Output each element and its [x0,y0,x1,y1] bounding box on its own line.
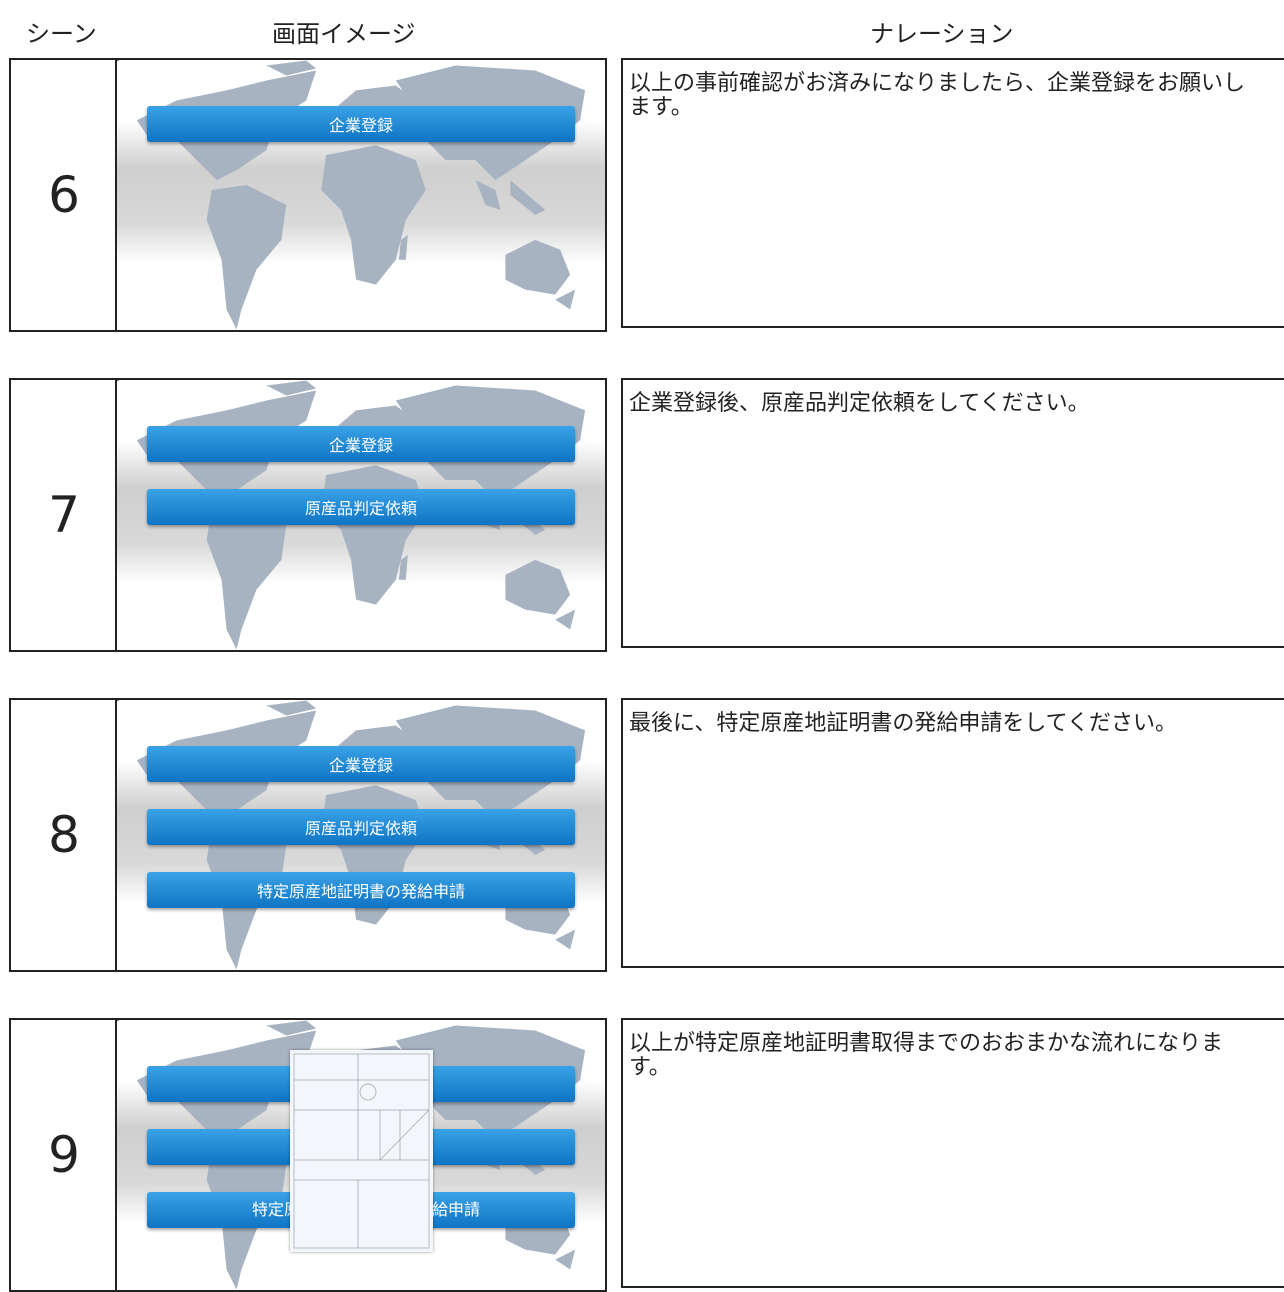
document-lines [293,1053,430,1249]
screen-image: 企業登録 [115,58,607,332]
menu-button: 原産品判定依頼 [147,489,575,525]
narration-text: 以上の事前確認がお済みになりましたら、企業登録をお願いします。 [621,58,1284,328]
screen-image: 特定原 給申請 [115,1018,607,1292]
menu-button: 原産品判定依頼 [147,809,575,845]
world-map [117,60,605,330]
menu-button: 特定原産地証明書の発給申請 [147,872,575,908]
scene-number: 9 [9,1018,119,1292]
header-image: 画面イメージ [272,20,416,48]
scene-number: 6 [9,58,119,332]
header-narration: ナレーション [870,20,1014,48]
narration-text: 以上が特定原産地証明書取得までのおおまかな流れになります。 [621,1018,1284,1288]
screen-image: 企業登録原産品判定依頼 [115,378,607,652]
menu-button: 企業登録 [147,746,575,782]
scene-number: 7 [9,378,119,652]
scene-number: 8 [9,698,119,972]
narration-text: 最後に、特定原産地証明書の発給申請をしてください。 [621,698,1284,968]
narration-text: 企業登録後、原産品判定依頼をしてください。 [621,378,1284,648]
menu-button: 企業登録 [147,426,575,462]
button-text-fragment: 給申請 [432,1200,481,1219]
screen-image: 企業登録原産品判定依頼 特定原産地証明書の発給申請 [115,698,607,972]
menu-button: 企業登録 [147,106,575,142]
header-scene: シーン [26,20,97,48]
certificate-document [290,1050,433,1252]
button-text-fragment: 特定原 [252,1200,301,1219]
